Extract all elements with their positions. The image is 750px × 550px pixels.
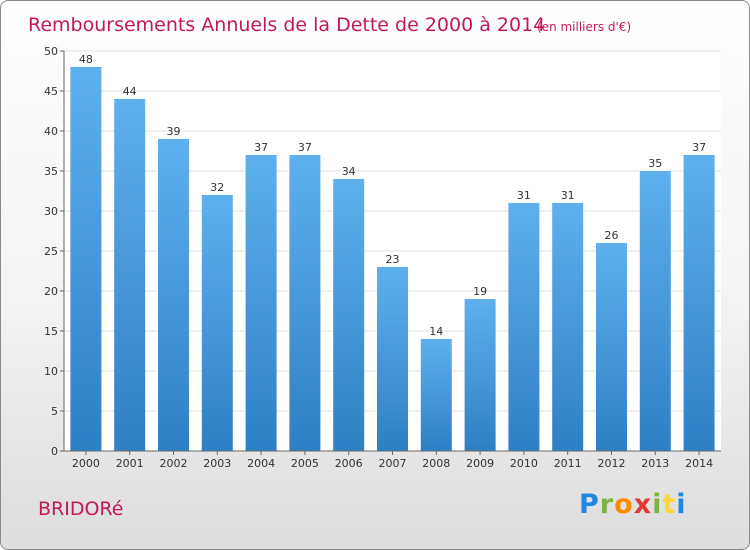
data-label-2005: 37 bbox=[298, 141, 312, 154]
y-tick-label: 15 bbox=[44, 325, 58, 338]
logo-letter: i bbox=[652, 489, 663, 520]
y-tick-label: 30 bbox=[44, 205, 58, 218]
data-label-2012: 26 bbox=[605, 229, 619, 242]
data-label-2001: 44 bbox=[123, 85, 137, 98]
data-label-2007: 23 bbox=[386, 253, 400, 266]
bar-2006 bbox=[333, 179, 365, 451]
bar-2012 bbox=[596, 243, 627, 451]
x-tick-label: 2003 bbox=[203, 457, 231, 470]
logo-letter: r bbox=[599, 489, 615, 520]
bar-2009 bbox=[464, 299, 496, 451]
bar-2005 bbox=[289, 155, 321, 451]
bar-2002 bbox=[158, 139, 189, 451]
x-tick-label: 2007 bbox=[379, 457, 407, 470]
data-label-2002: 39 bbox=[167, 125, 181, 138]
y-tick-label: 20 bbox=[44, 285, 58, 298]
bar-2003 bbox=[201, 195, 233, 451]
data-label-2013: 35 bbox=[648, 157, 662, 170]
bar-2007 bbox=[377, 267, 408, 451]
x-tick-label: 2001 bbox=[116, 457, 144, 470]
y-tick-label: 40 bbox=[44, 125, 58, 138]
logo-letter: P bbox=[579, 489, 600, 520]
x-tick-label: 2002 bbox=[160, 457, 188, 470]
data-label-2008: 14 bbox=[429, 325, 443, 338]
x-tick-label: 2004 bbox=[247, 457, 275, 470]
data-label-2000: 48 bbox=[79, 53, 93, 66]
x-tick-label: 2013 bbox=[641, 457, 669, 470]
bar-2004 bbox=[245, 155, 277, 451]
x-tick-label: 2005 bbox=[291, 457, 319, 470]
bar-layer: 48 44 39 32 37 37 34 23 14 19 31 31 26 35 37 bbox=[70, 53, 715, 451]
commune-name: BRIDORé bbox=[38, 498, 123, 520]
bar-2011 bbox=[552, 203, 584, 451]
data-label-2009: 19 bbox=[473, 285, 487, 298]
data-label-2006: 34 bbox=[342, 165, 356, 178]
bar-2000 bbox=[70, 67, 102, 451]
data-label-2014: 37 bbox=[692, 141, 706, 154]
x-tick-label: 2011 bbox=[554, 457, 582, 470]
bar-2001 bbox=[114, 99, 146, 451]
data-label-2003: 32 bbox=[210, 181, 224, 194]
bar-2008 bbox=[420, 339, 452, 451]
x-tick-label: 2010 bbox=[510, 457, 538, 470]
x-tick-label: 2008 bbox=[422, 457, 450, 470]
x-tick-label: 2009 bbox=[466, 457, 494, 470]
x-tick-label: 2014 bbox=[685, 457, 713, 470]
logo-letter: o bbox=[614, 489, 634, 520]
chart-title: Remboursements Annuels de la Dette de 20… bbox=[28, 14, 545, 36]
bar-2013 bbox=[639, 171, 671, 451]
data-label-2004: 37 bbox=[254, 141, 268, 154]
x-tick-label: 2000 bbox=[72, 457, 100, 470]
chart-subtitle: (en milliers d'€) bbox=[537, 20, 631, 34]
x-tick-label: 2006 bbox=[335, 457, 363, 470]
bar-2014 bbox=[683, 155, 715, 451]
y-tick-label: 45 bbox=[44, 85, 58, 98]
logo-letter: x bbox=[633, 489, 653, 520]
data-label-2011: 31 bbox=[561, 189, 575, 202]
x-tick-label: 2012 bbox=[598, 457, 626, 470]
axis-layer: 0 5 10 15 20 25 30 35 40 45 50 2000 2001 2002 2003 2004… bbox=[44, 45, 721, 470]
bar-2010 bbox=[508, 203, 540, 451]
y-tick-label: 25 bbox=[44, 245, 58, 258]
logo-letter: t bbox=[662, 489, 677, 520]
y-tick-label: 0 bbox=[51, 445, 58, 458]
y-tick-label: 10 bbox=[44, 365, 58, 378]
logo-letter: i bbox=[676, 489, 687, 520]
y-tick-label: 50 bbox=[44, 45, 58, 58]
y-tick-label: 35 bbox=[44, 165, 58, 178]
y-tick-label: 5 bbox=[51, 405, 58, 418]
data-label-2010: 31 bbox=[517, 189, 531, 202]
proxiti-logo: Proxiti bbox=[579, 489, 687, 520]
